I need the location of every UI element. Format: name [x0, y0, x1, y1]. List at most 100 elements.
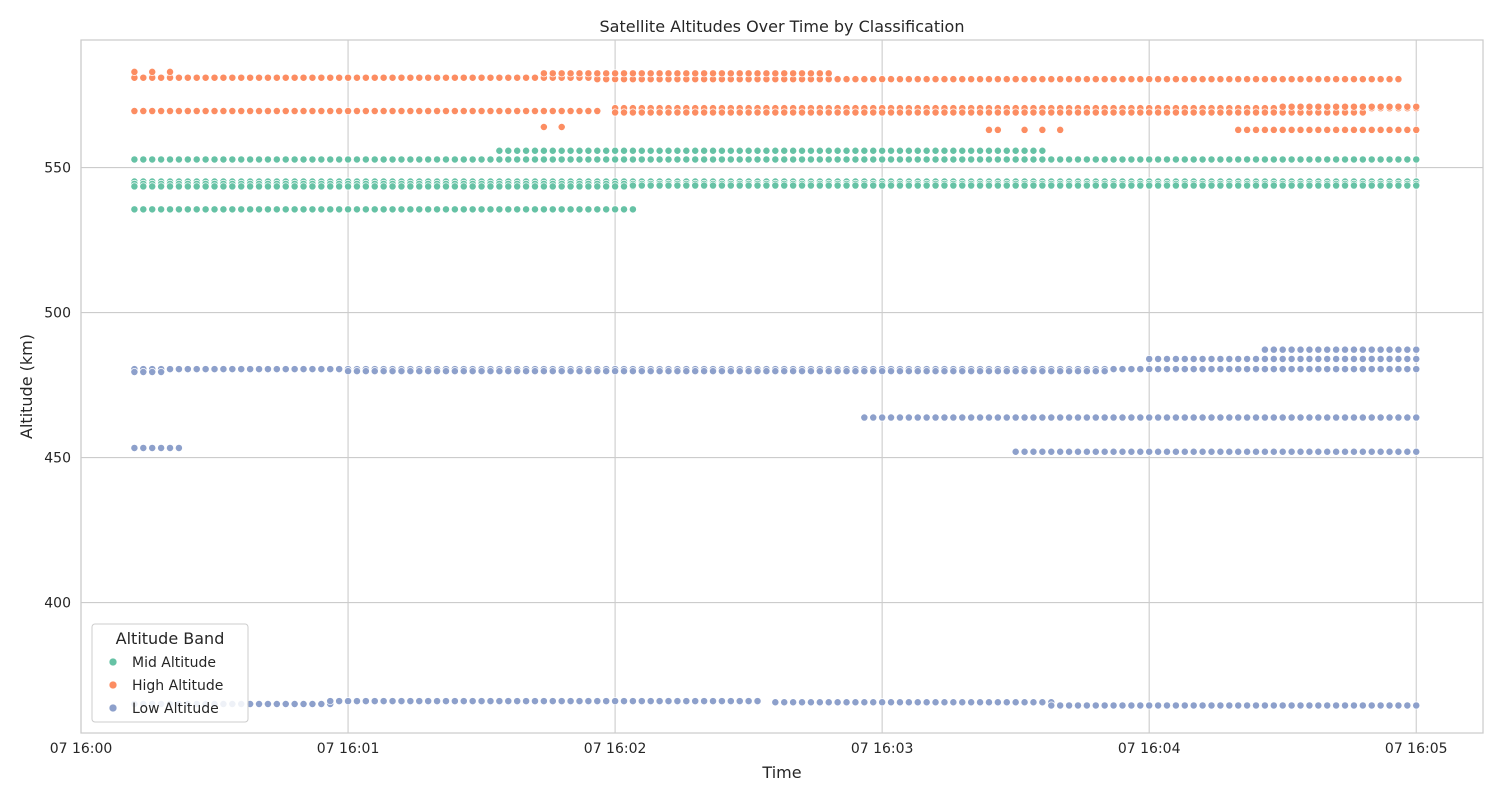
data-point	[370, 107, 379, 115]
data-point	[753, 155, 762, 164]
data-point	[388, 697, 397, 706]
data-point	[1252, 355, 1260, 363]
data-point	[424, 182, 433, 191]
legend-title: Altitude Band	[116, 629, 225, 648]
data-point	[1358, 701, 1367, 710]
data-point	[584, 146, 593, 155]
data-point	[263, 182, 272, 191]
data-point	[1118, 108, 1127, 117]
data-point	[896, 75, 904, 84]
data-point	[887, 75, 895, 84]
data-point	[531, 155, 539, 164]
data-point	[620, 108, 628, 117]
data-point	[967, 75, 976, 84]
data-point	[1341, 125, 1349, 134]
data-point	[887, 155, 895, 164]
data-point	[210, 155, 219, 164]
data-point	[1341, 447, 1349, 456]
data-point	[1091, 447, 1100, 456]
data-point	[1412, 345, 1421, 354]
data-point	[1269, 447, 1278, 456]
data-point	[1136, 365, 1145, 374]
data-point	[1243, 355, 1252, 363]
data-point	[780, 367, 789, 376]
data-point	[531, 182, 539, 191]
data-point	[388, 182, 397, 191]
data-point	[157, 155, 166, 164]
data-point	[174, 155, 183, 164]
data-point	[1394, 155, 1403, 164]
data-point	[815, 108, 824, 117]
data-point	[531, 205, 539, 214]
data-point	[593, 146, 602, 155]
data-point	[539, 107, 548, 115]
data-point	[1332, 155, 1341, 164]
x-axis-label: Time	[761, 763, 801, 782]
data-point	[1385, 155, 1394, 164]
data-point	[183, 107, 192, 115]
data-point	[1394, 75, 1403, 84]
data-point	[139, 155, 148, 164]
data-point	[1358, 345, 1367, 354]
data-point	[513, 367, 522, 376]
data-point	[1207, 155, 1216, 164]
data-point	[424, 697, 433, 706]
data-point	[1038, 146, 1047, 155]
data-point	[388, 155, 397, 164]
data-point	[415, 205, 424, 214]
data-point	[1234, 447, 1243, 456]
data-point	[1065, 413, 1074, 422]
data-point	[210, 205, 219, 214]
data-point	[673, 181, 682, 190]
data-point	[1189, 701, 1198, 710]
data-point	[1234, 701, 1243, 710]
data-point	[299, 205, 308, 214]
data-point	[1332, 125, 1341, 134]
data-point	[985, 146, 993, 155]
data-point	[370, 367, 379, 376]
y-tick-label: 400	[44, 596, 71, 612]
data-point	[1243, 701, 1252, 710]
data-point	[967, 367, 976, 376]
data-point	[1243, 181, 1252, 190]
data-point	[157, 444, 166, 452]
data-point	[468, 107, 477, 115]
data-point	[584, 367, 593, 376]
data-point	[299, 107, 308, 115]
data-point	[1189, 365, 1198, 374]
data-point	[798, 181, 806, 190]
data-point	[1198, 365, 1207, 374]
data-point	[1323, 125, 1332, 134]
data-point	[904, 108, 913, 117]
data-point	[940, 146, 949, 155]
data-point	[130, 182, 139, 191]
data-point	[904, 367, 913, 376]
data-point	[450, 73, 459, 82]
data-point	[353, 107, 361, 115]
data-point	[468, 155, 477, 164]
data-points	[130, 67, 1421, 710]
data-point	[913, 413, 922, 422]
data-point	[415, 697, 424, 706]
data-point	[815, 181, 824, 190]
data-point	[299, 155, 308, 164]
data-point	[1332, 355, 1341, 363]
data-point	[272, 365, 281, 374]
data-point	[691, 367, 700, 376]
data-point	[1056, 155, 1065, 164]
data-point	[611, 205, 620, 214]
data-point	[1367, 701, 1376, 710]
data-point	[1029, 447, 1038, 456]
data-point	[379, 205, 388, 214]
data-point	[780, 146, 789, 155]
data-point	[1136, 155, 1145, 164]
data-point	[1118, 413, 1127, 422]
data-point	[887, 413, 895, 422]
data-point	[709, 697, 717, 706]
data-point	[771, 69, 780, 78]
data-point	[985, 181, 993, 190]
data-point	[326, 205, 335, 214]
data-point	[967, 181, 976, 190]
data-point	[388, 205, 397, 214]
data-point	[1100, 367, 1109, 376]
